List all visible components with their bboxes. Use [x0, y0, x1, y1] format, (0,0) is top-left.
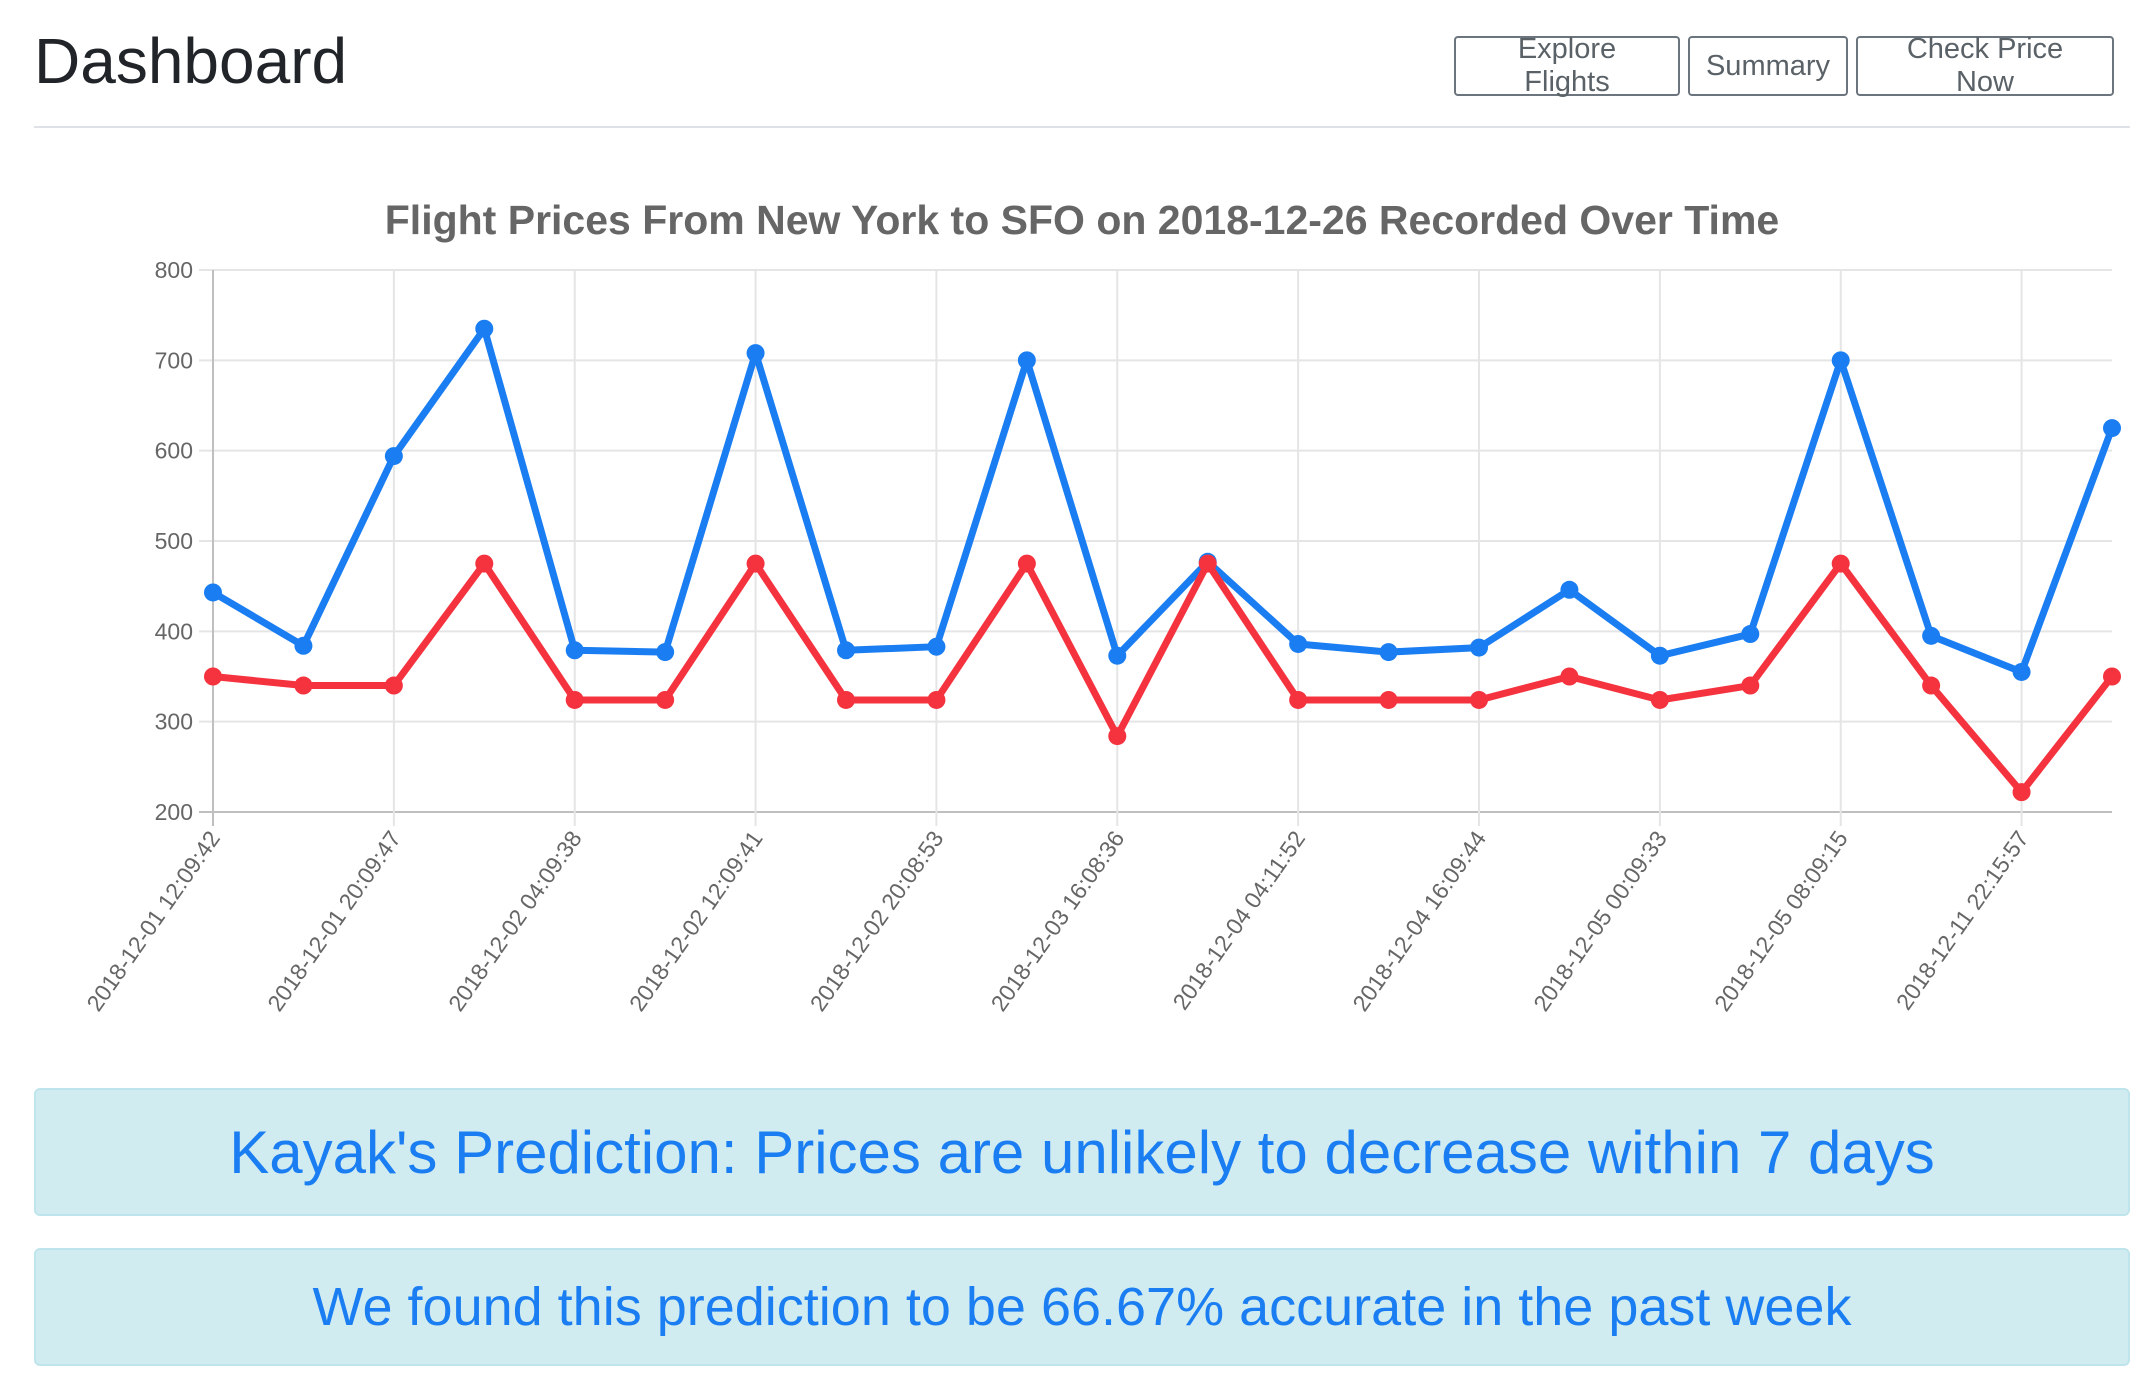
data-point	[837, 690, 855, 709]
data-point	[1379, 690, 1398, 709]
data-point	[1470, 690, 1488, 709]
data-point	[475, 319, 494, 338]
data-point	[1741, 676, 1760, 695]
data-point	[2012, 783, 2031, 802]
data-point	[2103, 419, 2121, 438]
x-tick-label: 2018-12-02 12:09:41	[624, 826, 768, 1016]
data-point	[1922, 626, 1941, 645]
flight-price-line-chart: Flight Prices From New York to SFO on 20…	[81, 197, 2121, 1016]
page-title: Dashboard	[34, 25, 348, 97]
data-point	[1017, 351, 1036, 370]
chart-series	[204, 319, 2121, 802]
data-point	[1831, 554, 1850, 573]
data-point	[2103, 667, 2121, 686]
data-point	[384, 447, 403, 466]
x-tick-label: 2018-12-01 20:09:47	[262, 826, 406, 1016]
data-point	[1289, 690, 1308, 709]
y-tick-label: 600	[155, 438, 193, 464]
chart-title: Flight Prices From New York to SFO on 20…	[385, 197, 1779, 243]
x-tick-label: 2018-12-04 16:09:44	[1347, 826, 1491, 1016]
data-point	[204, 583, 222, 602]
data-point	[294, 676, 313, 695]
data-point	[927, 690, 946, 709]
data-point	[565, 641, 584, 660]
data-point	[1470, 638, 1488, 657]
accuracy-alert: We found this prediction to be 66.67% ac…	[34, 1248, 2130, 1366]
prediction-text: Kayak's Prediction: Prices are unlikely …	[229, 1118, 1935, 1186]
data-point	[927, 637, 946, 656]
explore-flights-button[interactable]: Explore Flights	[1454, 33, 1680, 98]
y-tick-label: 700	[155, 347, 193, 373]
x-tick-label: 2018-12-02 20:08:53	[805, 826, 949, 1016]
toolbar-button-group: Explore Flights Summary Check Price Now	[1454, 33, 2114, 98]
data-point	[1560, 580, 1579, 599]
data-point	[1650, 690, 1669, 709]
data-point	[1831, 351, 1850, 370]
x-tick-label: 2018-12-05 00:09:33	[1528, 826, 1672, 1016]
chart-grid	[199, 269, 2112, 826]
x-tick-label: 2018-12-05 08:09:15	[1709, 826, 1853, 1016]
x-tick-label: 2018-12-03 16:08:36	[986, 826, 1130, 1016]
page-header: Dashboard Explore Flights Summary Check …	[34, 0, 2130, 128]
data-point	[746, 344, 765, 363]
summary-button[interactable]: Summary	[1688, 36, 1848, 96]
data-point	[656, 690, 675, 709]
data-point	[1108, 727, 1127, 746]
data-point	[837, 641, 855, 660]
data-point	[1289, 634, 1308, 653]
data-point	[1741, 625, 1760, 644]
data-point	[384, 676, 403, 695]
y-tick-label: 200	[155, 799, 193, 825]
x-tick-label: 2018-12-04 04:11:52	[1167, 826, 1310, 1014]
data-point	[1922, 676, 1941, 695]
y-tick-label: 500	[155, 528, 193, 554]
check-price-now-button[interactable]: Check Price Now	[1856, 33, 2114, 98]
y-tick-label: 300	[155, 709, 193, 735]
data-point	[294, 636, 313, 655]
x-tick-label: 2018-12-11 22:15:57	[1891, 826, 2034, 1014]
data-point	[1108, 646, 1127, 665]
data-point	[1650, 646, 1669, 665]
y-tick-label: 800	[155, 257, 193, 283]
series-line	[209, 325, 2116, 676]
y-tick-label: 400	[155, 618, 193, 644]
data-point	[746, 554, 765, 573]
data-point	[1379, 643, 1398, 662]
x-tick-label: 2018-12-02 04:09:38	[443, 826, 587, 1016]
data-point	[475, 554, 494, 573]
data-point	[1198, 554, 1217, 573]
data-point	[204, 667, 222, 686]
prediction-alert: Kayak's Prediction: Prices are unlikely …	[34, 1088, 2130, 1216]
accuracy-text: We found this prediction to be 66.67% ac…	[312, 1277, 1852, 1337]
x-tick-label: 2018-12-01 12:09:42	[81, 826, 225, 1016]
series-line	[209, 560, 2116, 796]
data-point	[1017, 554, 1036, 573]
data-point	[656, 643, 675, 662]
data-point	[565, 690, 584, 709]
data-point	[2012, 662, 2031, 681]
data-point	[1560, 667, 1579, 686]
